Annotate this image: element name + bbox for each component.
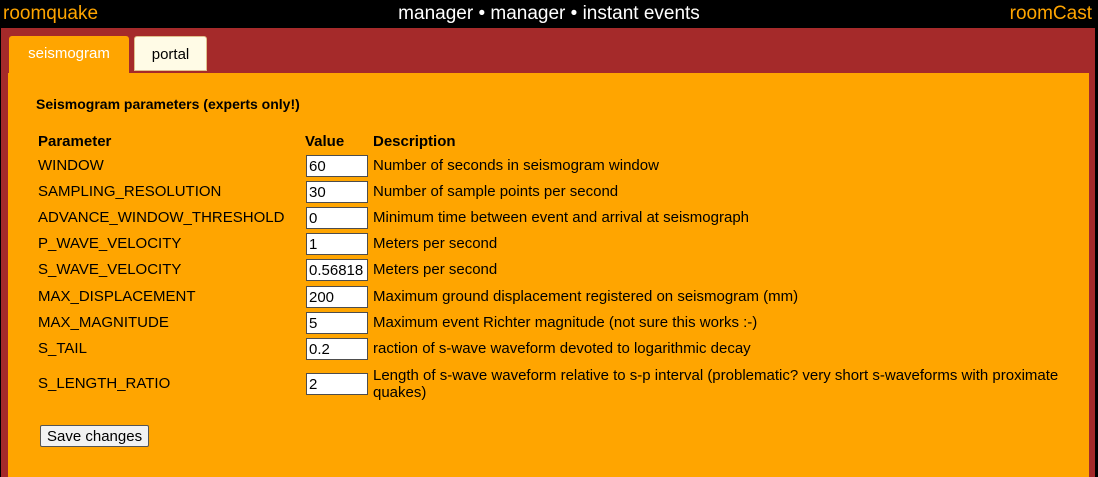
seismogram-panel: Seismogram parameters (experts only!) Pa… — [8, 73, 1089, 477]
column-header-value: Value — [305, 133, 345, 150]
param-description: raction of s-wave waveform devoted to lo… — [373, 340, 751, 357]
tab-portal[interactable]: portal — [134, 36, 207, 71]
param-name: SAMPLING_RESOLUTION — [38, 183, 222, 200]
column-header-description: Description — [373, 133, 456, 150]
page-title: manager • manager • instant events — [398, 3, 700, 24]
param-name: P_WAVE_VELOCITY — [38, 235, 182, 252]
sampling-resolution-input[interactable] — [306, 181, 368, 203]
param-description: Meters per second — [373, 261, 498, 278]
max-magnitude-input[interactable] — [306, 312, 368, 334]
s-tail-input[interactable] — [306, 338, 368, 360]
tab-seismogram[interactable]: seismogram — [9, 36, 129, 73]
param-description: Maximum ground displacement registered o… — [373, 288, 799, 305]
param-name: S_TAIL — [38, 340, 87, 357]
param-description: Length of s-wave waveform relative to s-… — [373, 367, 1059, 401]
param-description: Number of seconds in seismogram window — [373, 157, 659, 174]
param-name: MAX_DISPLACEMENT — [38, 288, 196, 305]
advance-window-threshold-input[interactable] — [306, 207, 368, 229]
param-description: Number of sample points per second — [373, 183, 619, 200]
param-description: Maximum event Richter magnitude (not sur… — [373, 314, 758, 331]
param-description: Meters per second — [373, 235, 498, 252]
p-wave-velocity-input[interactable] — [306, 233, 368, 255]
s-length-ratio-input[interactable] — [306, 373, 368, 395]
param-name: ADVANCE_WINDOW_THRESHOLD — [38, 209, 285, 226]
brand-roomcast[interactable]: roomCast — [1009, 3, 1092, 24]
top-bar: roomquake manager • manager • instant ev… — [0, 0, 1098, 28]
param-name: S_LENGTH_RATIO — [38, 375, 171, 392]
save-changes-button[interactable]: Save changes — [40, 425, 150, 447]
content-frame: seismogram portal Seismogram parameters … — [1, 28, 1095, 477]
param-name: WINDOW — [38, 157, 104, 174]
param-description: Minimum time between event and arrival a… — [373, 209, 750, 226]
max-displacement-input[interactable] — [306, 286, 368, 308]
param-name: S_WAVE_VELOCITY — [38, 261, 182, 278]
param-name: MAX_MAGNITUDE — [38, 314, 169, 331]
s-wave-velocity-input[interactable] — [306, 259, 368, 281]
brand-roomquake[interactable]: roomquake — [3, 3, 99, 24]
column-header-parameter: Parameter — [38, 133, 112, 150]
window-input[interactable] — [306, 155, 368, 177]
panel-title: Seismogram parameters (experts only!) — [36, 96, 300, 112]
